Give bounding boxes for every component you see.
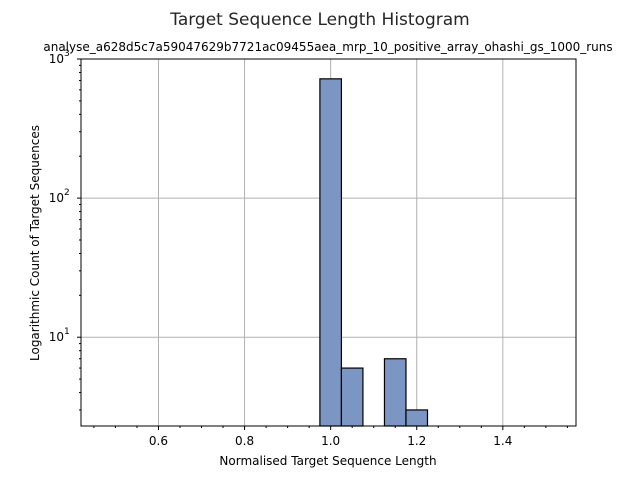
x-tick-layer: 0.6 0.8 1.0 1.2 1.4 (93, 426, 568, 448)
y-tick-exponent: 2 (64, 188, 70, 198)
bar-layer (319, 78, 429, 427)
histogram-bar (383, 358, 407, 427)
chart-title: Target Sequence Length Histogram (169, 10, 469, 30)
plot-frame (80, 58, 577, 427)
x-axis-label: Normalised Target Sequence Length (219, 454, 436, 468)
histogram-bar (405, 409, 429, 427)
histogram-bar (319, 78, 343, 427)
y-tick-label: 10 (49, 52, 64, 66)
y-axis-label: Logarithmic Count of Target Sequences (28, 125, 42, 361)
chart-subtitle: analyse_a628d5c7a59047629b7721ac09455aea… (43, 40, 612, 54)
y-tick-label: 10 (49, 330, 64, 344)
y-tick-exponent: 3 (64, 49, 70, 59)
x-tick-label: 1.4 (493, 434, 512, 448)
x-tick-label: 1.0 (321, 434, 340, 448)
histogram-bar (340, 367, 364, 427)
x-tick-label: 1.2 (407, 434, 426, 448)
x-tick-label: 0.8 (235, 434, 254, 448)
y-tick-label: 10 (49, 191, 64, 205)
y-tick-exponent: 1 (64, 327, 70, 337)
x-tick-label: 0.6 (149, 434, 168, 448)
